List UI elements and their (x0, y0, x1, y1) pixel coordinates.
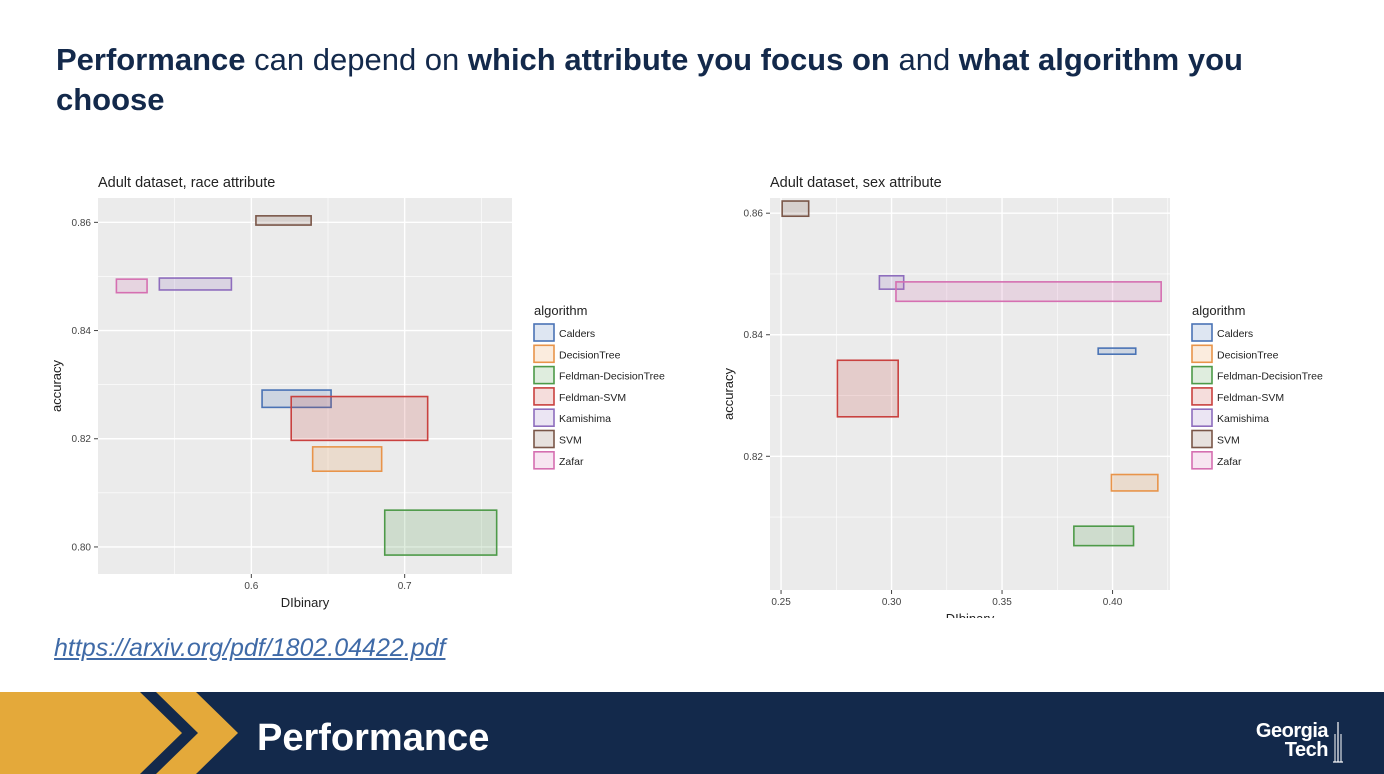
y-tick-label: 0.86 (744, 209, 764, 220)
legend-label: Calders (1217, 328, 1253, 340)
legend-key (533, 365, 555, 385)
legend-key (1191, 450, 1213, 470)
legend-label: Feldman-SVM (1217, 392, 1284, 404)
y-tick-label: 0.84 (744, 330, 764, 341)
legend-title: algorithm (1192, 303, 1245, 318)
headline-part-5: what algorithm you choose (56, 42, 1243, 117)
legend-label: SVM (559, 435, 582, 447)
legend-key (1191, 387, 1213, 406)
y-tick-label: 0.82 (72, 434, 92, 445)
chart-sex-svg: Adult dataset, sex attribute 0.25 0.30 0.35… (721, 175, 1323, 626)
range-box (1073, 525, 1135, 547)
footer-bar: Performance Georgia Tech (0, 692, 1384, 774)
y-tick-label: 0.86 (72, 218, 92, 229)
legend-key (1191, 344, 1213, 364)
range-box (255, 215, 312, 226)
y-tick-label: 0.80 (72, 542, 92, 553)
y-tick-label: 0.84 (72, 326, 92, 337)
x-tick-label: 0.35 (992, 597, 1012, 608)
legend-key (1191, 323, 1213, 342)
chart-sex-attribute: Adult dataset, sex attribute 0.25 0.30 0.35… (706, 168, 1346, 626)
legend-key (533, 450, 555, 470)
x-axis-label: DIbinary (281, 595, 330, 610)
legend-title: algorithm (534, 303, 587, 318)
chart-title: Adult dataset, race attribute (98, 175, 275, 191)
legend-label: Kamishima (1217, 413, 1269, 425)
range-box (781, 200, 810, 218)
legend-key (533, 323, 555, 342)
range-box (311, 446, 383, 473)
y-axis-label: accuracy (721, 367, 736, 420)
range-box (261, 389, 332, 409)
logo-line-2: Tech (1284, 739, 1329, 761)
logo-line-1: Georgia (1255, 720, 1329, 742)
headline-part-1: Performance (56, 42, 246, 77)
tower-icon (1333, 722, 1343, 763)
x-tick-label: 0.40 (1103, 597, 1123, 608)
range-box (383, 509, 498, 556)
x-tick-label: 0.7 (398, 581, 412, 592)
range-box (115, 278, 148, 294)
legend-key (533, 387, 555, 406)
x-axis-label: DIbinary (946, 611, 995, 618)
legend-label: Feldman-DecisionTree (559, 371, 665, 383)
chevron-decoration (0, 692, 238, 774)
legend-key (533, 429, 555, 449)
headline-part-2: can depend on (245, 42, 468, 77)
x-tick-label: 0.30 (882, 597, 902, 608)
headline-part-4: and (889, 42, 959, 77)
footer-title: Performance (257, 717, 490, 759)
legend-key (533, 344, 555, 364)
legend-label: DecisionTree (1217, 349, 1279, 361)
y-tick-label: 0.82 (744, 452, 764, 463)
legend-key (1191, 429, 1213, 449)
x-tick-label: 0.6 (244, 581, 258, 592)
x-tick-label: 0.25 (771, 597, 791, 608)
legend-key (533, 408, 555, 427)
paper-link[interactable]: https://arxiv.org/pdf/1802.04422.pdf (54, 634, 446, 662)
legend-key (1191, 365, 1213, 385)
georgia-tech-logo: Georgia Tech (1224, 720, 1344, 764)
legend-label: Feldman-SVM (559, 392, 626, 404)
legend-label: Calders (559, 328, 595, 340)
chart-race-attribute: Adult dataset, race attribute 0.6 0.7 0.80 0… (48, 168, 688, 623)
legend-label: Kamishima (559, 413, 611, 425)
legend-label: DecisionTree (559, 349, 621, 361)
chart-title: Adult dataset, sex attribute (770, 175, 942, 191)
y-axis-label: accuracy (49, 359, 64, 412)
chart-race-svg: Adult dataset, race attribute 0.6 0.7 0.80 0… (49, 175, 665, 610)
legend-label: Feldman-DecisionTree (1217, 371, 1323, 383)
legend-key (1191, 408, 1213, 427)
range-box (1110, 473, 1159, 492)
range-box (1097, 347, 1137, 355)
slide-headline: Performance can depend on which attribut… (56, 40, 1316, 120)
range-box (290, 395, 429, 442)
legend-label: SVM (1217, 435, 1240, 447)
range-box (895, 281, 1162, 303)
legend-label: Zafar (1217, 456, 1242, 468)
range-box (158, 277, 233, 291)
range-box (836, 359, 899, 418)
headline-part-3: which attribute you focus on (467, 42, 890, 77)
plot-panel (98, 198, 512, 574)
legend-label: Zafar (559, 456, 584, 468)
